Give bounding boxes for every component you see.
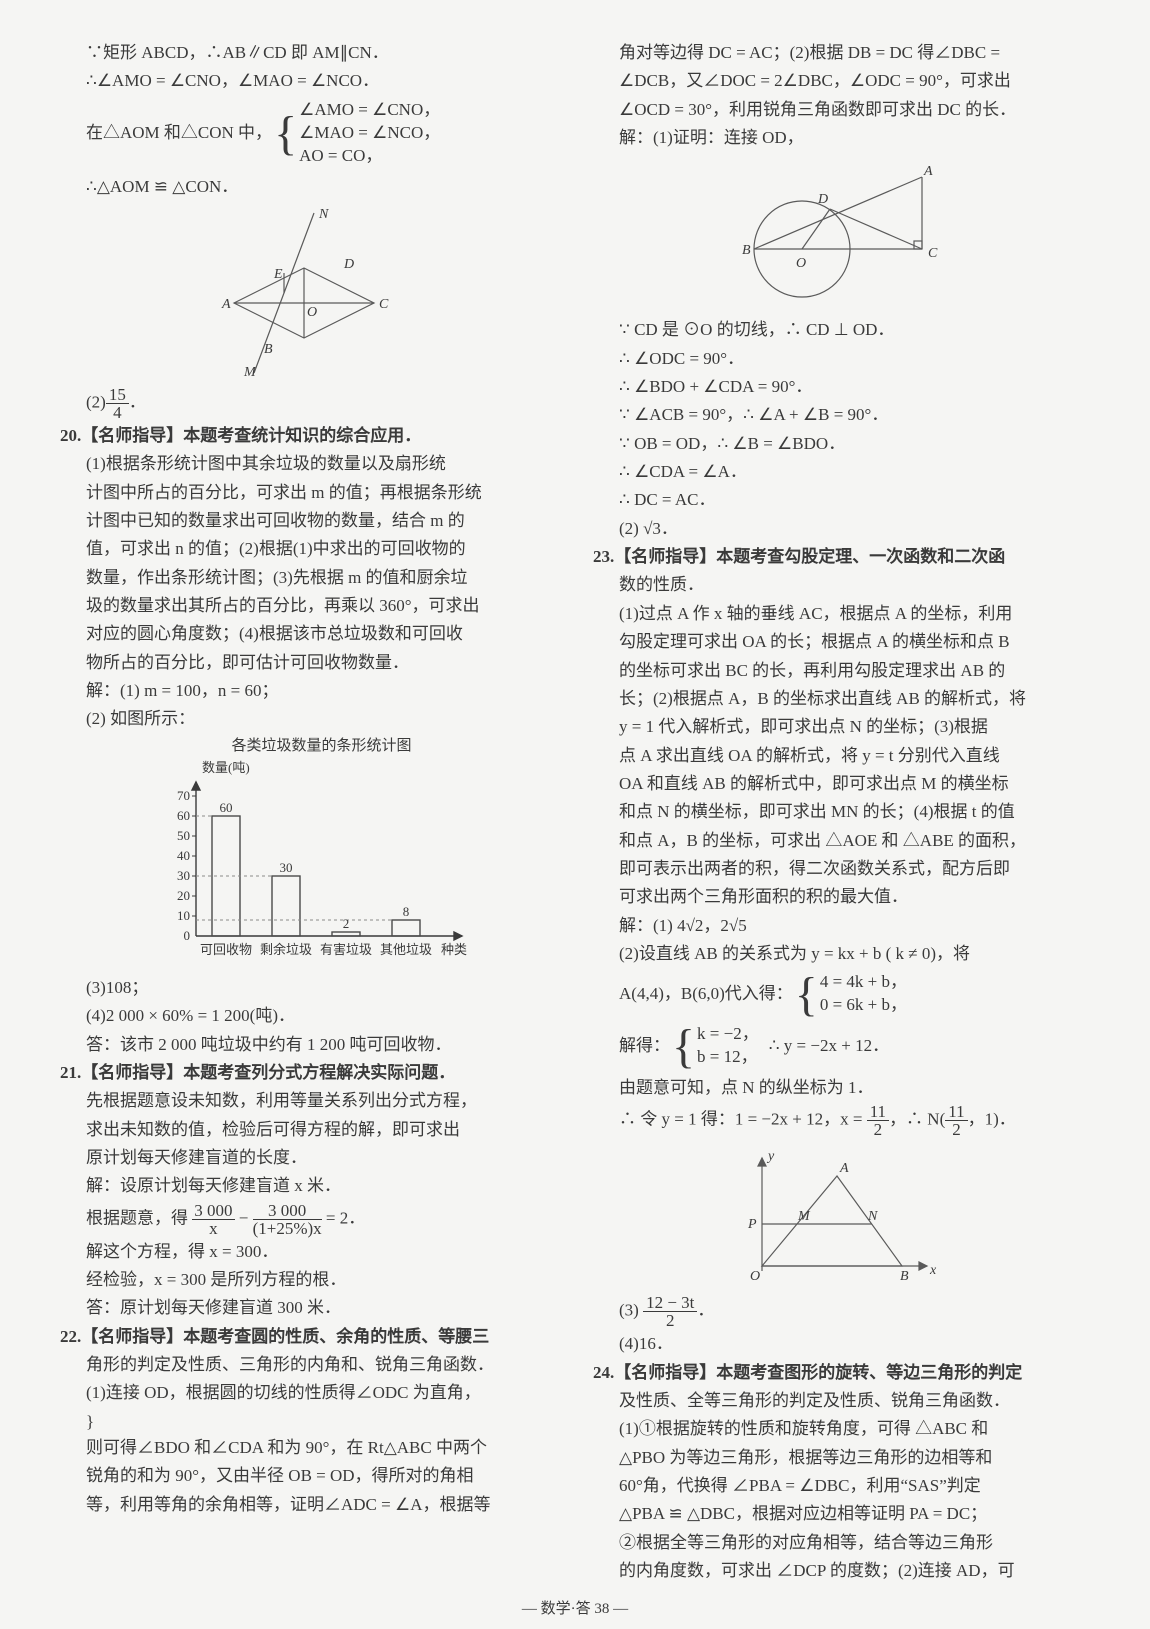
svg-text:y: y <box>766 1149 775 1164</box>
svg-text:30: 30 <box>177 868 190 883</box>
svg-text:M: M <box>797 1209 811 1224</box>
svg-text:60: 60 <box>219 800 232 815</box>
svg-text:B: B <box>264 342 273 357</box>
svg-text:70: 70 <box>177 788 190 803</box>
svg-text:E: E <box>273 267 283 282</box>
triangle-diagram: y A P M N O B x <box>593 1146 1090 1286</box>
svg-text:C: C <box>928 246 938 261</box>
page-footer: — 数学·答 38 — <box>0 1598 1150 1621</box>
fraction-line: ∴ 令 y = 1 得：1 = −2x + 12，x = 112，∴ N(112… <box>619 1103 1090 1138</box>
svg-text:50: 50 <box>177 828 190 843</box>
svg-text:种类: 种类 <box>440 942 466 957</box>
rectangle-diagram: N D E A O C B M <box>60 208 557 378</box>
q22-head: 22.【名师指导】本题考查圆的性质、余角的性质、等腰三 <box>60 1324 557 1350</box>
left-brace-icon: { <box>672 1025 695 1068</box>
q24-head: 24.【名师指导】本题考查图形的旋转、等边三角形的判定 <box>593 1360 1090 1386</box>
answer-fraction: (2)154． <box>60 386 557 421</box>
svg-text:N: N <box>867 1209 878 1224</box>
svg-text:A: A <box>839 1161 849 1176</box>
text-line: ∴∠AMO = ∠CNO，∠MAO = ∠NCO． <box>60 68 557 94</box>
q20-head: 20.【名师指导】本题考查统计知识的综合应用． <box>60 423 557 449</box>
bar-chart: 各类垃圾数量的条形统计图 数量(吨) 0 10 20 30 40 50 60 7… <box>86 735 557 975</box>
svg-text:O: O <box>750 1269 760 1284</box>
svg-text:B: B <box>742 243 751 258</box>
svg-text:60: 60 <box>177 808 190 823</box>
solution-line: 解：(1) m = 100，n = 60； <box>86 678 557 704</box>
left-brace-icon: { <box>795 973 818 1016</box>
svg-text:0: 0 <box>183 928 190 943</box>
circle-diagram: A B C D O <box>593 159 1090 309</box>
svg-text:30: 30 <box>279 860 292 875</box>
svg-text:剩余垃圾: 剩余垃圾 <box>259 942 311 957</box>
left-column: ∵矩形 ABCD，∴AB∥CD 即 AM∥CN． ∴∠AMO = ∠CNO，∠M… <box>60 40 557 1599</box>
svg-text:M: M <box>243 365 257 378</box>
svg-text:有害垃圾: 有害垃圾 <box>319 942 371 957</box>
svg-text:20: 20 <box>177 888 190 903</box>
text-line: ∴△AOM ≌ △CON． <box>60 174 557 200</box>
text-line: ∵矩形 ABCD，∴AB∥CD 即 AM∥CN． <box>60 40 557 66</box>
left-brace-icon: { <box>274 112 297 155</box>
svg-text:B: B <box>900 1269 909 1284</box>
svg-text:C: C <box>379 297 389 312</box>
svg-text:D: D <box>817 192 828 207</box>
svg-text:其他垃圾: 其他垃圾 <box>379 942 431 957</box>
brace-system: A(4,4)，B(6,0)代入得： { 4 = 4k + b， 0 = 6k +… <box>619 971 1090 1017</box>
svg-text:x: x <box>929 1263 937 1278</box>
svg-text:D: D <box>343 257 354 272</box>
svg-text:O: O <box>307 305 317 320</box>
svg-text:2: 2 <box>342 916 349 931</box>
svg-text:可回收物: 可回收物 <box>199 942 251 957</box>
svg-text:A: A <box>221 297 231 312</box>
svg-text:O: O <box>796 256 806 271</box>
right-column: 角对等边得 DC = AC；(2)根据 DB = DC 得∠DBC = ∠DCB… <box>593 40 1090 1599</box>
fraction-equation: 根据题意，得 3 000x − 3 000(1+25%)x = 2． <box>86 1202 557 1237</box>
y-axis-label: 数量(吨) <box>202 760 250 775</box>
svg-text:A: A <box>923 164 933 179</box>
svg-text:P: P <box>747 1217 757 1232</box>
svg-text:N: N <box>318 208 329 222</box>
svg-text:10: 10 <box>177 908 190 923</box>
q21-head: 21.【名师指导】本题考查列分式方程解决实际问题． <box>60 1060 557 1086</box>
brace-system: 解得： { k = −2， b = 12， ∴ y = −2x + 12． <box>619 1023 1090 1069</box>
svg-text:40: 40 <box>177 848 190 863</box>
brace-system: 在△AOM 和△CON 中， { ∠AMO = ∠CNO， ∠MAO = ∠NC… <box>86 99 557 168</box>
q23-head: 23.【名师指导】本题考查勾股定理、一次函数和二次函 <box>593 544 1090 570</box>
svg-text:8: 8 <box>402 904 409 919</box>
answer-fraction: (3) 12 − 3t2． <box>619 1294 1090 1329</box>
